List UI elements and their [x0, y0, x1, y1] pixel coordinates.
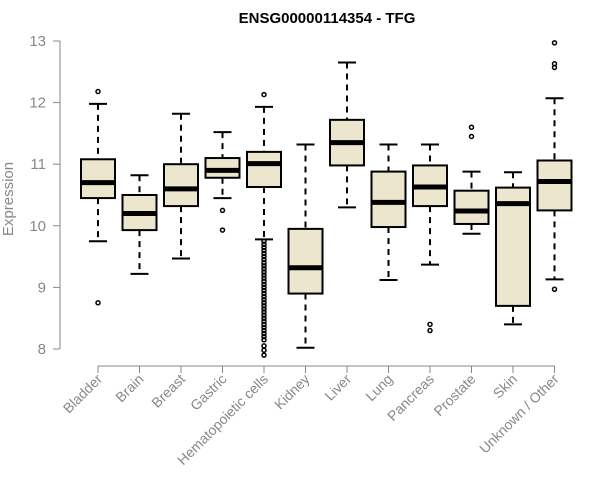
box-group: [453, 124, 490, 235]
x-tick-label: Liver: [321, 371, 354, 404]
outlier-point: [261, 318, 267, 325]
box-iqr: [370, 170, 407, 229]
outlier-point: [261, 327, 267, 334]
outlier-point: [95, 300, 101, 306]
box-group: [163, 112, 199, 260]
x-tick-label: Skin: [490, 371, 521, 402]
y-tick-label: 10: [29, 218, 46, 235]
outlier-point: [261, 343, 267, 349]
outlier-point: [261, 278, 267, 284]
y-axis-label: Expression: [0, 162, 17, 236]
outlier-point: [261, 324, 267, 331]
outlier-point: [261, 287, 267, 294]
outlier-point: [261, 330, 267, 337]
box-group: [80, 88, 116, 306]
x-tick-label: Unknown / Other: [476, 371, 562, 457]
outlier-point: [427, 327, 433, 334]
outlier-point: [261, 250, 267, 257]
outlier-point: [551, 40, 558, 46]
outlier-point: [261, 315, 267, 321]
chart-title: ENSG00000114354 - TFG: [239, 10, 416, 27]
x-tick-label: Breast: [148, 371, 188, 411]
outlier-point: [261, 256, 267, 263]
outlier-point: [261, 312, 267, 318]
x-tick-label: Lung: [362, 371, 395, 404]
outlier-point: [551, 64, 558, 71]
outlier-point: [261, 247, 267, 254]
box-iqr: [536, 159, 573, 212]
outlier-point: [261, 272, 267, 278]
box-group: [204, 131, 241, 233]
outlier-point: [261, 275, 267, 281]
box-group: [246, 91, 282, 358]
outlier-point: [261, 333, 267, 340]
x-tick-label: Brain: [112, 371, 146, 405]
outlier-point: [261, 238, 267, 244]
y-tick-label: 11: [30, 156, 46, 173]
outlier-point: [261, 241, 267, 248]
outlier-point: [219, 227, 226, 233]
outlier-point: [261, 263, 267, 269]
outlier-point: [261, 300, 267, 306]
outlier-point: [261, 309, 267, 315]
boxes: [80, 40, 573, 358]
box-iqr: [80, 158, 116, 200]
box-iqr: [287, 227, 324, 295]
box-iqr: [163, 163, 199, 208]
x-tick-label: Kidney: [271, 371, 313, 413]
outlier-point: [261, 281, 267, 288]
box-group: [536, 40, 573, 292]
box-iqr: [246, 150, 282, 188]
outlier-point: [427, 321, 433, 328]
box-group: [287, 143, 324, 349]
outlier-point: [261, 321, 267, 328]
box-group: [370, 143, 407, 282]
outlier-point: [261, 244, 267, 251]
outlier-point: [261, 290, 267, 297]
outlier-point: [219, 207, 226, 214]
box-group: [329, 61, 365, 209]
y-tick-label: 13: [29, 33, 46, 50]
outlier-point: [261, 266, 267, 272]
outlier-point: [261, 337, 267, 343]
x-tick-label: Prostate: [430, 371, 478, 419]
box-iqr: [453, 189, 490, 225]
outlier-point: [261, 296, 267, 303]
y-axis: 8 9 10 11 12 13: [29, 33, 61, 358]
box-group: [495, 171, 531, 326]
y-tick-label: 8: [38, 341, 46, 358]
y-tick-label: 9: [38, 279, 46, 296]
box-group: [412, 143, 448, 334]
outlier-point: [261, 303, 267, 309]
outlier-point: [261, 306, 267, 312]
outlier-point: [261, 91, 267, 98]
outlier-point: [261, 284, 267, 291]
outlier-point: [95, 88, 101, 95]
outlier-point: [261, 347, 267, 353]
box-iqr: [495, 186, 531, 307]
outlier-point: [551, 286, 558, 292]
outlier-point: [261, 253, 267, 260]
outlier-point: [261, 260, 267, 266]
outlier-point: [261, 269, 267, 275]
outlier-point: [261, 352, 267, 358]
outlier-point: [468, 133, 475, 140]
outlier-point: [468, 124, 475, 130]
x-tick-label: Bladder: [60, 371, 106, 417]
outlier-point: [261, 293, 267, 300]
box-group: [121, 174, 158, 275]
y-tick-label: 12: [29, 95, 46, 112]
